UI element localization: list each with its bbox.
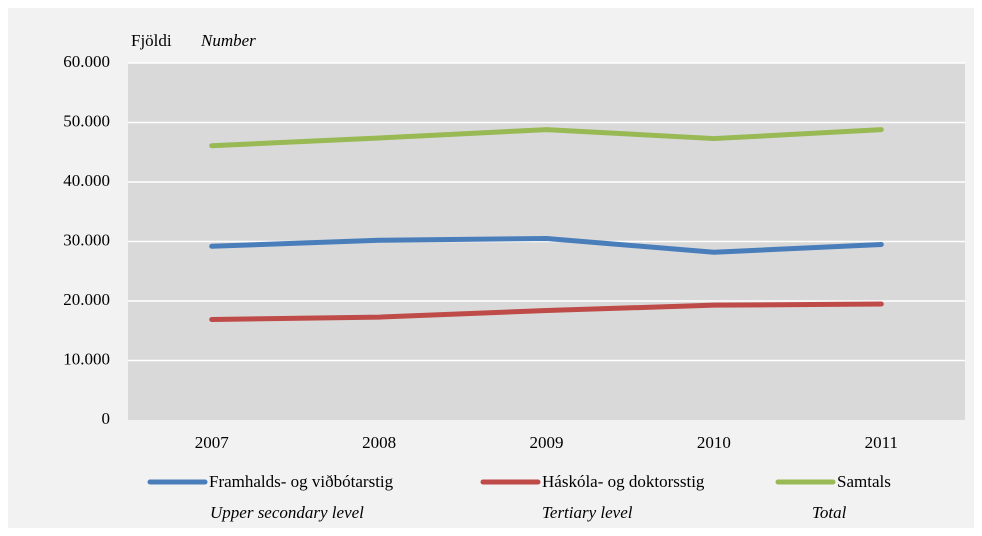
y-axis-label-en: Number [200,31,256,50]
y-tick-label: 0 [102,409,111,428]
x-tick-label: 2009 [530,433,564,452]
x-tick-label: 2008 [362,433,396,452]
legend-label-en: Total [812,503,847,522]
x-tick-label: 2007 [195,433,230,452]
legend-label: Samtals [837,472,891,491]
series-line [209,301,884,322]
series-line [209,127,884,149]
y-tick-label: 30.000 [63,230,110,249]
legend-label-en: Tertiary level [542,503,633,522]
legend-label: Háskóla- og doktorsstig [542,472,705,491]
y-tick-label: 10.000 [63,349,110,368]
x-tick-label: 2011 [865,433,898,452]
y-tick-label: 40.000 [63,171,110,190]
series-line [209,236,884,255]
y-axis-label: Fjöldi [131,31,172,50]
y-tick-label: 50.000 [63,111,110,130]
x-tick-label: 2010 [697,433,731,452]
legend-label-en: Upper secondary level [210,503,364,522]
y-tick-label: 60.000 [63,52,110,71]
y-tick-label: 20.000 [63,290,110,309]
legend-label: Framhalds- og viðbótarstig [209,472,394,491]
